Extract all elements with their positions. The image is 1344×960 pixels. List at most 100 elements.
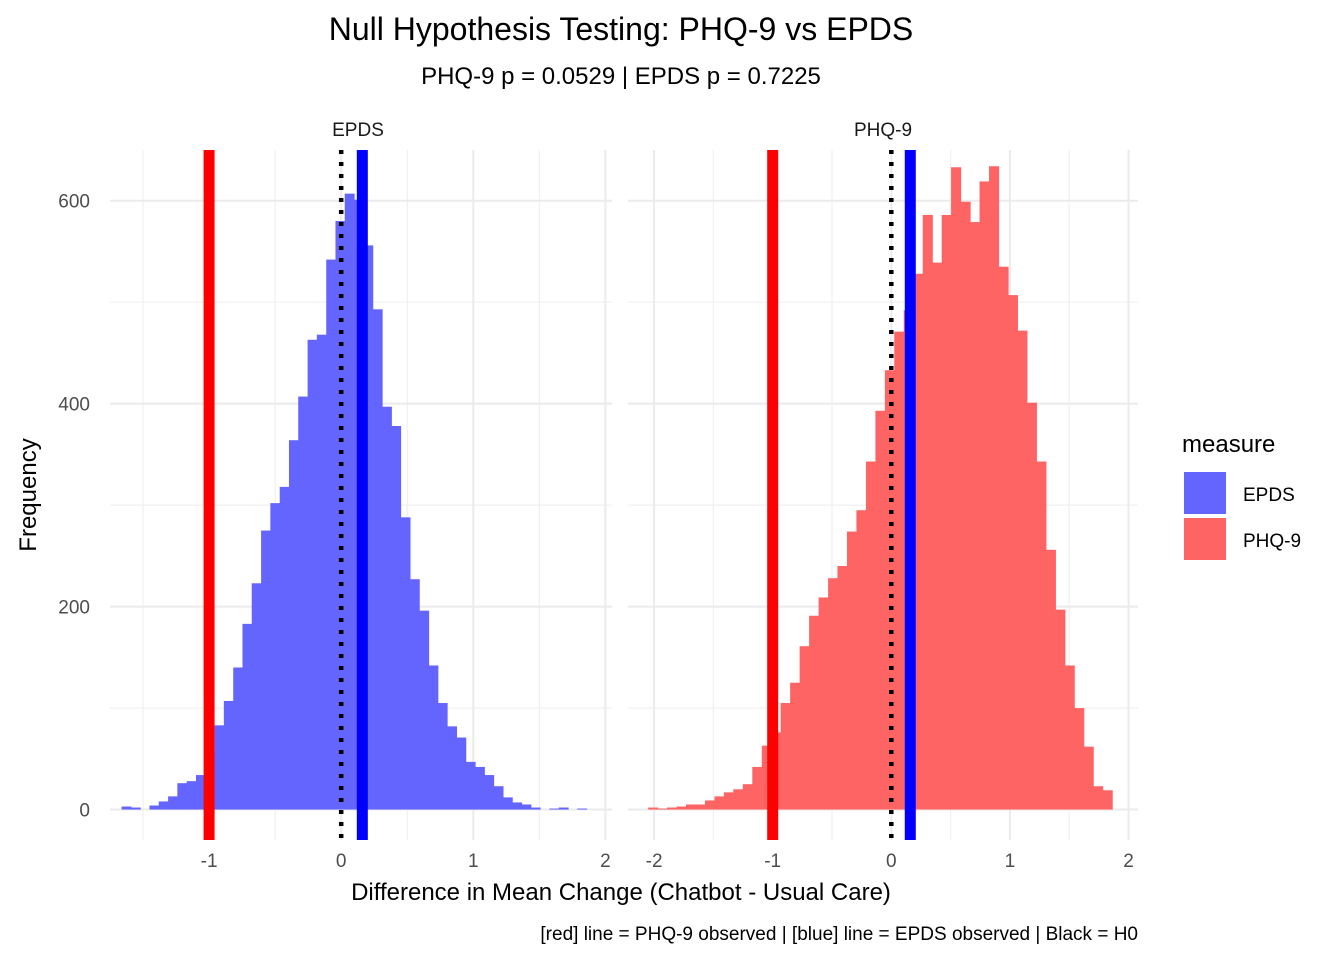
histogram-bar — [335, 221, 346, 810]
histogram-bar — [875, 410, 886, 810]
chart-subtitle: PHQ-9 p = 0.0529 | EPDS p = 0.7225 — [421, 63, 821, 90]
reference-lines — [203, 150, 368, 840]
x-tick-label: 1 — [468, 851, 479, 872]
histogram-bars — [648, 166, 1113, 810]
histogram-bar — [837, 566, 848, 810]
histogram-bar — [428, 665, 439, 810]
reference-lines — [767, 150, 916, 840]
histogram-bar — [922, 214, 933, 810]
x-axis-label: Difference in Mean Change (Chatbot - Usu… — [351, 879, 891, 906]
x-tick-label: 2 — [600, 851, 611, 872]
legend-title: measure — [1182, 431, 1275, 458]
histogram-bar — [790, 682, 801, 810]
histogram-bar — [130, 807, 141, 810]
histogram-bar — [913, 273, 924, 810]
chart-title: Null Hypothesis Testing: PHQ-9 vs EPDS — [329, 11, 914, 47]
histogram-bar — [1074, 708, 1085, 810]
histogram-bar — [530, 807, 541, 810]
legend: measure EPDS PHQ-9 — [1182, 431, 1301, 560]
histogram-bar — [502, 797, 513, 810]
histogram-bar — [998, 266, 1009, 810]
histogram-bar — [846, 531, 858, 810]
histogram-bar — [856, 510, 867, 810]
histogram-bar — [381, 406, 392, 810]
x-tick-label: -1 — [201, 851, 218, 872]
histogram-bar — [363, 245, 374, 810]
histogram-bar — [714, 796, 725, 810]
histogram-bar — [195, 775, 206, 810]
x-tick-label: 0 — [336, 851, 347, 872]
histogram-bar — [270, 503, 281, 810]
panel-epds: EPDS -1 0 1 2 0 200 400 600 — [58, 120, 612, 872]
histogram-bar — [686, 804, 697, 810]
y-tick-label: 0 — [79, 801, 90, 822]
histogram-bar — [1055, 609, 1066, 810]
histogram-bar — [121, 806, 132, 810]
histogram-bar — [1026, 402, 1037, 810]
histogram-bar — [884, 370, 895, 810]
histogram-bar — [970, 222, 981, 810]
histogram-bar — [941, 214, 952, 810]
histogram-bar — [326, 259, 337, 810]
histogram-bar — [158, 801, 169, 810]
legend-label-epds: EPDS — [1243, 485, 1295, 506]
histogram-bar — [1017, 330, 1028, 810]
histogram-bar — [932, 262, 943, 810]
y-tick-label: 600 — [58, 192, 90, 213]
histogram-bar — [1045, 549, 1056, 810]
histogram-bar — [298, 396, 309, 810]
histogram-bar — [288, 440, 299, 810]
x-tick-label: 1 — [1005, 851, 1016, 872]
histogram-bar — [761, 745, 772, 810]
histogram-bar — [251, 583, 262, 810]
histogram-bar — [865, 461, 877, 810]
histogram-bars — [121, 193, 588, 810]
histogram-bar — [676, 806, 687, 810]
histogram-bar — [1093, 786, 1104, 810]
histogram-bar — [549, 808, 560, 810]
histogram-bar — [484, 775, 495, 810]
histogram-bar — [960, 201, 971, 810]
histogram-bar — [307, 339, 318, 810]
histogram-bar — [344, 193, 355, 810]
histogram-bar — [799, 646, 810, 810]
histogram-bar — [742, 784, 753, 810]
x-tick-label: 2 — [1123, 851, 1134, 872]
histogram-bar — [951, 167, 962, 810]
histogram-bar — [648, 807, 659, 810]
histogram-bar — [780, 703, 791, 810]
histogram-bar — [456, 737, 467, 810]
histogram-bar — [818, 597, 829, 810]
histogram-bar — [242, 623, 253, 810]
histogram-bar — [809, 615, 820, 810]
y-axis-label: Frequency — [15, 438, 42, 551]
legend-swatch-epds — [1184, 472, 1226, 514]
x-tick-label: -1 — [764, 851, 781, 872]
histogram-bar — [704, 800, 716, 810]
histogram-bar — [465, 761, 476, 810]
histogram-bar — [391, 426, 402, 810]
histogram-bar — [409, 579, 420, 810]
x-tick-label: 0 — [886, 851, 897, 872]
histogram-bar — [149, 805, 160, 810]
histogram-bar — [657, 808, 668, 810]
histogram-bar — [828, 578, 839, 810]
histogram-bar — [279, 486, 290, 810]
histogram-bar — [723, 792, 734, 810]
panel-strip-label: EPDS — [332, 120, 384, 141]
histogram-bar — [733, 789, 744, 810]
histogram-bar — [493, 786, 504, 810]
legend-label-phq9: PHQ-9 — [1243, 531, 1301, 552]
histogram-bar — [186, 781, 197, 810]
histogram-bar — [667, 807, 678, 810]
histogram-bar — [894, 331, 905, 810]
histogram-bar — [979, 181, 990, 810]
histogram-bar — [261, 530, 272, 810]
histogram-bar — [1036, 461, 1047, 810]
panel-phq9: PHQ-9 -2 -1 0 1 2 — [628, 120, 1138, 872]
histogram-bar — [1083, 746, 1094, 810]
y-tick-label: 200 — [58, 598, 90, 619]
histogram-bar — [1064, 665, 1075, 810]
panel-strip-label: PHQ-9 — [854, 120, 912, 141]
